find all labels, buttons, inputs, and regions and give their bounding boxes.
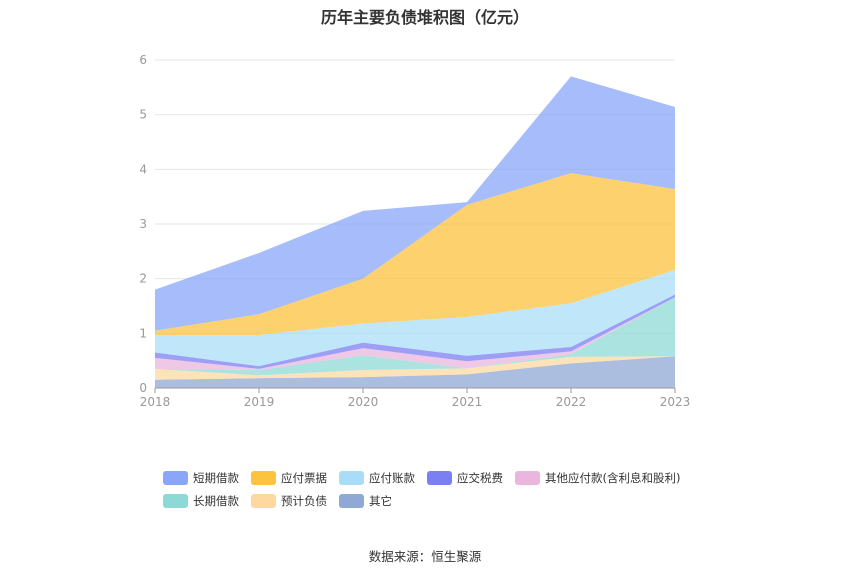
legend-label: 应交税费: [457, 471, 503, 485]
legend-swatch: [163, 471, 188, 485]
y-tick-label: 1: [139, 326, 147, 340]
x-axis: 2018 2019 2020 2021 2022 2023: [140, 387, 691, 409]
legend-row: 短期借款 应付票据 应付账款 应交税费 其他应付款(含利息和股利): [163, 470, 723, 486]
y-axis: 0 1 2 3 4 5 6: [139, 53, 147, 395]
x-tick-label: 2023: [660, 395, 691, 409]
legend-swatch: [339, 494, 364, 508]
area-应交税费: [155, 294, 675, 369]
legend-label: 短期借款: [193, 471, 239, 485]
legend-row: 长期借款 预计负债 其它: [163, 493, 723, 509]
legend-item[interactable]: 其他应付款(含利息和股利): [515, 470, 680, 486]
legend-swatch: [339, 471, 364, 485]
legend-label: 其它: [369, 494, 392, 508]
x-tick-label: 2018: [140, 395, 171, 409]
legend-swatch: [251, 494, 276, 508]
legend-label: 预计负债: [281, 494, 327, 508]
legend-item[interactable]: 其它: [339, 493, 392, 509]
area-应付账款: [155, 269, 675, 367]
legend-item[interactable]: 应付票据: [251, 470, 327, 486]
y-tick-label: 0: [139, 381, 147, 395]
legend-item[interactable]: 长期借款: [163, 493, 239, 509]
legend-item[interactable]: 应付账款: [339, 470, 415, 486]
y-tick-label: 6: [139, 53, 147, 67]
data-source: 数据来源：恒生聚源: [0, 546, 850, 565]
legend-item[interactable]: 应交税费: [427, 470, 503, 486]
source-label: 数据来源：: [368, 549, 432, 564]
y-tick-label: 4: [139, 162, 147, 176]
x-tick-label: 2022: [556, 395, 587, 409]
source-name: 恒生聚源: [431, 549, 482, 564]
legend-label: 应付票据: [281, 471, 327, 485]
x-tick-label: 2019: [244, 395, 275, 409]
chart-title: 历年主要负债堆积图（亿元）: [320, 8, 529, 27]
area-series-group: [155, 76, 675, 388]
area-其它: [155, 356, 675, 388]
legend-label: 应付账款: [369, 471, 415, 485]
area-短期借款: [155, 76, 675, 331]
y-tick-label: 3: [139, 217, 147, 231]
x-tick-label: 2020: [348, 395, 379, 409]
legend-swatch: [515, 471, 540, 485]
legend-item[interactable]: 预计负债: [251, 493, 327, 509]
x-tick-label: 2021: [452, 395, 483, 409]
area-其他应付款(含利息和股利): [155, 297, 675, 370]
legend-swatch: [251, 471, 276, 485]
legend-label: 长期借款: [193, 494, 239, 508]
legend: 短期借款 应付票据 应付账款 应交税费 其他应付款(含利息和股利) 长期借款 预计负债 其它: [163, 470, 723, 516]
area-应付票据: [155, 173, 675, 335]
y-tick-label: 5: [139, 108, 147, 122]
area-预计负债: [155, 356, 675, 380]
legend-label: 其他应付款(含利息和股利): [545, 471, 681, 485]
legend-item[interactable]: 短期借款: [163, 470, 239, 486]
y-tick-label: 2: [139, 272, 147, 286]
legend-swatch: [163, 494, 188, 508]
legend-swatch: [427, 471, 452, 485]
